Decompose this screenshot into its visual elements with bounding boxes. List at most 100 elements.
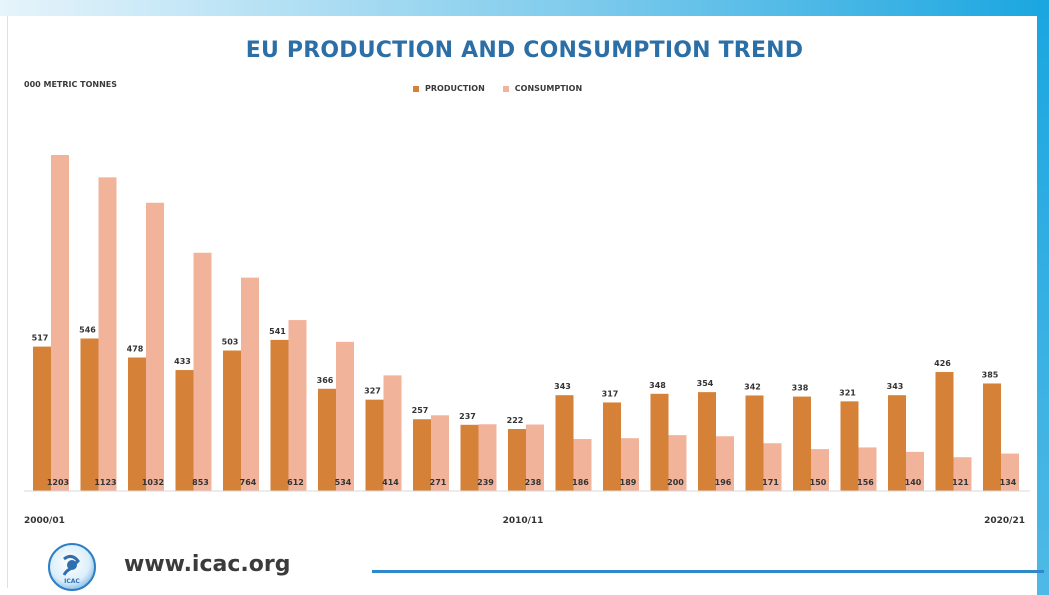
consumption-bar-2009/10 <box>478 424 497 491</box>
consumption-bar-2005/06 <box>288 320 307 491</box>
logo-text: ICAC <box>64 578 80 585</box>
production-data-label: 426 <box>934 359 951 368</box>
top-decorative-band <box>0 0 1049 16</box>
consumption-data-label: 200 <box>667 478 684 487</box>
production-data-label: 354 <box>697 379 714 388</box>
production-bar-2007/08 <box>365 399 384 491</box>
legend-swatch-production <box>413 85 419 92</box>
consumption-bar-2014/15 <box>716 436 734 491</box>
production-bar-2006/07 <box>318 388 336 491</box>
chart-title: EU PRODUCTION AND CONSUMPTION TREND <box>245 38 804 63</box>
slide-frame <box>7 16 1036 588</box>
production-data-label: 237 <box>459 412 476 421</box>
production-bar-2019/20 <box>935 372 954 491</box>
consumption-bar-2019/20 <box>953 457 972 491</box>
production-data-label: 546 <box>79 326 96 335</box>
production-data-label: 517 <box>32 334 49 343</box>
production-data-label: 433 <box>174 357 191 366</box>
legend-label-consumption: CONSUMPTION <box>514 84 583 93</box>
footer-url-link[interactable]: www.icac.org <box>124 552 291 577</box>
production-data-label: 342 <box>744 382 761 391</box>
legend-item-consumption: CONSUMPTION <box>502 84 583 93</box>
production-data-label: 257 <box>412 406 429 415</box>
consumption-bar-2020/21 <box>1001 453 1019 491</box>
consumption-bar-2018/19 <box>906 451 924 491</box>
consumption-bar-2006/07 <box>336 341 354 491</box>
production-bar-2017/18 <box>840 401 859 491</box>
consumption-data-label: 534 <box>335 478 352 487</box>
x-tick-label: 2000/01 <box>24 516 65 526</box>
production-data-label: 541 <box>269 327 286 336</box>
consumption-data-label: 1032 <box>142 478 164 487</box>
production-bar-2020/21 <box>983 383 1001 491</box>
icac-logo-icon: ICAC <box>48 543 96 591</box>
production-bar-2011/12 <box>555 395 574 491</box>
consumption-bar-2013/14 <box>668 435 687 491</box>
legend-label-production: PRODUCTION <box>425 84 485 93</box>
consumption-bar-2003/04 <box>193 252 212 491</box>
chart-legend: PRODUCTION CONSUMPTION <box>413 84 600 93</box>
production-bar-2004/05 <box>223 350 241 491</box>
consumption-data-label: 189 <box>620 478 637 487</box>
production-bar-2016/17 <box>793 396 811 491</box>
consumption-data-label: 238 <box>525 478 542 487</box>
consumption-data-label: 414 <box>382 478 399 487</box>
production-bar-2012/13 <box>603 402 621 491</box>
consumption-bar-2004/05 <box>241 277 259 491</box>
production-data-label: 317 <box>602 389 619 398</box>
production-data-label: 343 <box>554 382 571 391</box>
production-bar-2009/10 <box>460 424 479 491</box>
consumption-data-label: 612 <box>287 478 304 487</box>
consumption-bar-2008/09 <box>431 415 449 491</box>
consumption-bar-2002/03 <box>146 202 164 492</box>
consumption-data-label: 764 <box>240 478 257 487</box>
production-data-label: 338 <box>792 384 809 393</box>
consumption-bar-2016/17 <box>811 449 829 491</box>
production-data-label: 321 <box>839 388 856 397</box>
production-data-label: 478 <box>127 344 144 353</box>
consumption-data-label: 134 <box>1000 478 1017 487</box>
production-bar-2010/11 <box>508 428 526 491</box>
consumption-bar-2012/13 <box>621 438 639 491</box>
consumption-data-label: 150 <box>810 478 827 487</box>
consumption-bar-2015/16 <box>763 443 782 491</box>
consumption-data-label: 121 <box>952 478 969 487</box>
production-bar-2001/02 <box>80 338 99 491</box>
consumption-data-label: 1203 <box>47 478 69 487</box>
production-bar-2000/01 <box>33 346 51 491</box>
consumption-bar-2001/02 <box>98 177 117 491</box>
consumption-data-label: 140 <box>905 478 922 487</box>
production-data-label: 343 <box>887 382 904 391</box>
production-bar-2002/03 <box>128 357 146 491</box>
logo-emblem-graphic: ICAC <box>62 554 80 585</box>
consumption-data-label: 186 <box>572 478 589 487</box>
production-bar-2005/06 <box>270 339 289 491</box>
y-axis-unit-label: 000 METRIC TONNES <box>24 80 118 89</box>
footer-divider-line <box>372 570 1044 573</box>
x-tick-label: 2010/11 <box>503 516 544 526</box>
production-bar-2015/16 <box>745 395 764 491</box>
production-data-label: 385 <box>982 370 999 379</box>
consumption-bar-2011/12 <box>573 439 592 491</box>
production-data-label: 503 <box>222 338 239 347</box>
consumption-bar-2017/18 <box>858 447 877 491</box>
consumption-data-label: 196 <box>715 478 732 487</box>
consumption-data-label: 271 <box>430 478 447 487</box>
production-data-label: 366 <box>317 376 334 385</box>
production-bar-2008/09 <box>413 419 431 491</box>
production-data-label: 222 <box>507 416 524 425</box>
legend-item-production: PRODUCTION <box>413 84 485 93</box>
consumption-data-label: 156 <box>857 478 874 487</box>
production-data-label: 348 <box>649 381 666 390</box>
production-bar-2013/14 <box>650 393 669 491</box>
consumption-data-label: 239 <box>477 478 494 487</box>
consumption-bar-2007/08 <box>383 375 402 491</box>
production-bar-2014/15 <box>698 392 716 491</box>
consumption-bar-2000/01 <box>51 155 69 491</box>
consumption-data-label: 1123 <box>94 478 116 487</box>
production-bar-2003/04 <box>175 370 194 491</box>
production-bar-2018/19 <box>888 395 906 491</box>
right-decorative-band <box>1037 0 1049 595</box>
consumption-bar-2010/11 <box>526 424 544 491</box>
consumption-data-label: 171 <box>762 478 779 487</box>
